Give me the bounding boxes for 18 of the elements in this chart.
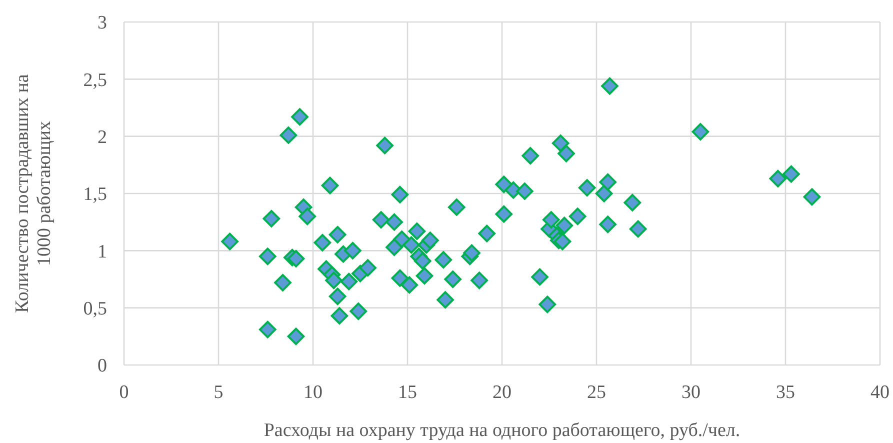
y-tick-label: 1,5 (83, 184, 107, 206)
x-tick-label: 15 (398, 382, 417, 403)
x-tick-label: 20 (492, 382, 512, 403)
x-axis-title: Расходы на охрану труда на одного работающего, руб./чел. (264, 420, 740, 441)
x-tick-label: 40 (870, 382, 890, 403)
y-tick-label: 2,5 (83, 70, 107, 91)
y-tick-label: 0,5 (83, 298, 107, 320)
y-tick-label: 0 (98, 356, 107, 377)
x-tick-label: 30 (682, 382, 700, 403)
x-tick-label: 35 (776, 382, 795, 403)
y-axis-title: Количество пострадавших на 1000 работающих (12, 74, 55, 313)
x-tick-label: 25 (587, 382, 606, 403)
x-tick-label: 10 (304, 382, 322, 403)
y-tick-label: 2 (98, 126, 107, 148)
x-tick-label: 0 (119, 382, 129, 403)
y-tick-label: 3 (98, 12, 107, 34)
x-tick-label: 5 (214, 382, 224, 403)
y-tick-label: 1 (98, 241, 107, 262)
